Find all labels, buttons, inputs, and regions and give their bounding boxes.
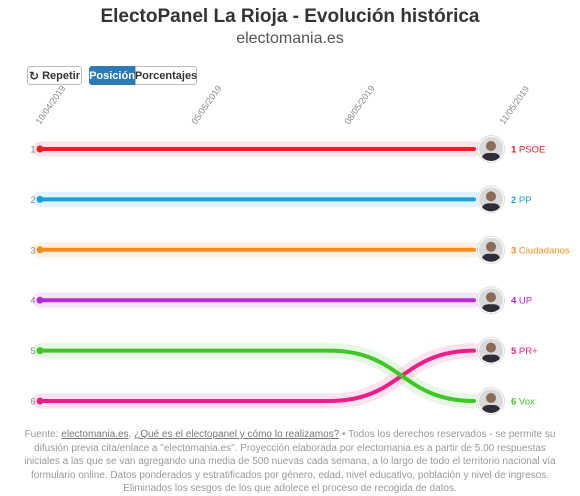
series-end-label: 5 PR+ <box>511 346 538 357</box>
x-tick-label: 05/05/2019 <box>189 84 223 127</box>
y-tick-label: 2 <box>30 195 35 205</box>
footer-separator: , <box>128 429 135 440</box>
chart-title: ElectoPanel La Rioja - Evolución históri… <box>100 6 480 27</box>
x-tick-label: 08/05/2019 <box>342 84 376 127</box>
percentages-label: Porcentajes <box>134 69 198 82</box>
footer-question-link[interactable]: ¿Qué es el electopanel y cómo lo realiza… <box>134 429 340 440</box>
candidate-avatar <box>477 286 505 315</box>
series-start-point <box>36 296 44 304</box>
footer-body: • Todos los derechos reservados - se per… <box>24 429 556 494</box>
rank-chart: 10/04/2019 05/05/2019 08/05/2019 11/05/2019… <box>30 84 570 415</box>
series-line[interactable] <box>38 348 476 403</box>
repeat-button[interactable]: ↻ Repetir <box>27 66 82 85</box>
x-tick-label: 11/05/2019 <box>497 84 531 126</box>
series-end-label: 3 Ciudadanos <box>511 245 570 256</box>
y-tick-label: 5 <box>30 346 35 356</box>
chart-subtitle: electomania.es <box>236 30 344 47</box>
candidate-avatar <box>477 135 505 163</box>
footer-source-link[interactable]: electomania.es <box>61 429 129 440</box>
series-end-label: 6 Vox <box>511 397 535 408</box>
series-end-label: 1 PSOE <box>511 145 545 156</box>
series-end-label: 2 PP <box>511 195 532 206</box>
candidate-avatar <box>477 235 505 264</box>
repeat-label: Repetir <box>42 69 80 82</box>
series-start-point <box>36 145 44 153</box>
series-halo <box>32 343 482 409</box>
series-start-point <box>36 347 44 355</box>
percentages-tab[interactable]: Porcentajes <box>135 66 197 85</box>
candidate-avatar <box>477 336 505 365</box>
series-start-point <box>36 397 44 405</box>
candidate-avatar <box>477 387 505 415</box>
series-start-point <box>36 195 44 203</box>
series-end-label: 4 UP <box>511 296 532 307</box>
repeat-icon: ↻ <box>29 68 40 83</box>
y-tick-label: 3 <box>30 245 35 255</box>
y-tick-label: 4 <box>30 296 35 306</box>
x-tick-label: 10/04/2019 <box>33 84 67 127</box>
candidate-avatar <box>477 185 505 214</box>
footer-note: Fuente: electomania.es, ¿Qué es el elect… <box>20 428 560 496</box>
series-start-point <box>36 246 44 254</box>
series-line[interactable] <box>38 348 476 404</box>
y-tick-label: 1 <box>30 145 35 155</box>
position-label: Posición <box>89 69 135 82</box>
y-tick-label: 6 <box>30 397 35 407</box>
footer-source-prefix: Fuente: <box>24 429 62 440</box>
position-tab[interactable]: Posición <box>89 66 135 85</box>
